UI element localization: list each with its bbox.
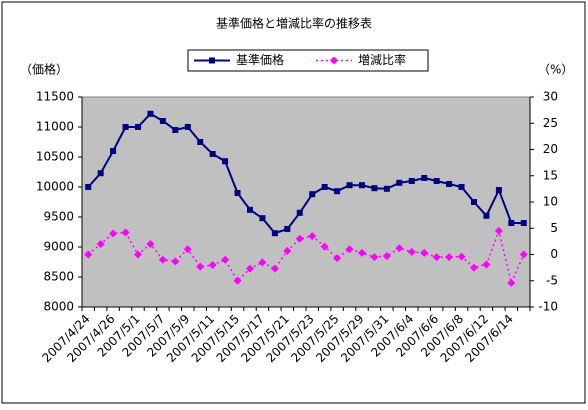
- data-point: [146, 240, 155, 248]
- data-point: [308, 232, 317, 241]
- data-point: [408, 178, 415, 184]
- y-tick-label: 10500: [36, 150, 74, 164]
- data-point: [320, 242, 329, 251]
- data-point: [271, 230, 278, 237]
- y-tick-label: 8000: [43, 300, 74, 314]
- y2-tick-label: 15: [543, 168, 558, 182]
- y-axis-label: （価格）: [20, 62, 68, 77]
- data-point: [445, 253, 454, 262]
- y2-tick-label: 25: [543, 116, 558, 130]
- y2-tick-label: -5: [546, 273, 558, 287]
- data-point: [494, 226, 503, 235]
- y-tick-label: 11000: [36, 120, 74, 134]
- data-point: [471, 199, 477, 205]
- data-point: [309, 191, 316, 198]
- y-tick-label: 10000: [36, 180, 74, 194]
- y-tick-label: 8500: [43, 270, 74, 284]
- data-point: [147, 110, 154, 117]
- data-point: [284, 226, 291, 232]
- data-point: [334, 188, 341, 195]
- data-point: [172, 127, 179, 133]
- data-point: [446, 181, 453, 187]
- data-point: [196, 262, 205, 271]
- data-point: [519, 250, 528, 259]
- data-point: [84, 250, 93, 259]
- data-point: [158, 255, 167, 264]
- data-point: [121, 228, 130, 237]
- data-point: [345, 245, 354, 254]
- data-point: [97, 170, 104, 177]
- data-point: [259, 215, 266, 222]
- data-point: [134, 250, 142, 259]
- data-point: [321, 184, 328, 190]
- legend-label: 増減比率: [358, 52, 406, 67]
- data-point: [483, 212, 490, 219]
- legend-marker: [330, 56, 338, 65]
- data-point: [233, 276, 242, 285]
- data-point: [371, 185, 378, 192]
- data-point: [110, 148, 117, 154]
- data-point: [159, 118, 166, 124]
- data-point: [85, 184, 92, 190]
- data-point: [396, 179, 403, 186]
- y2-tick-label: 20: [543, 142, 558, 156]
- data-point: [171, 257, 180, 266]
- data-point: [358, 248, 366, 257]
- data-point: [296, 209, 303, 216]
- data-point: [209, 151, 216, 157]
- data-point: [283, 246, 292, 255]
- data-point: [433, 178, 440, 184]
- data-point: [470, 263, 478, 272]
- data-point: [234, 190, 241, 196]
- data-point: [247, 206, 253, 213]
- y2-tick-label: -10: [538, 300, 558, 314]
- y-tick-label: 9500: [43, 210, 74, 224]
- data-point: [197, 139, 204, 145]
- data-point: [457, 252, 466, 261]
- y-tick-label: 9000: [43, 240, 74, 254]
- data-point: [482, 260, 491, 269]
- y2-tick-label: 5: [550, 221, 558, 235]
- y2-tick-label: 10: [543, 195, 558, 209]
- data-point: [109, 229, 118, 238]
- data-point: [208, 261, 217, 269]
- data-point: [495, 187, 502, 193]
- data-point: [421, 175, 428, 181]
- data-point: [520, 220, 527, 226]
- data-point: [258, 258, 267, 267]
- data-point: [221, 255, 230, 264]
- data-point: [184, 124, 191, 130]
- data-point: [507, 278, 516, 287]
- data-point: [508, 220, 515, 226]
- data-point: [122, 124, 129, 130]
- data-point: [135, 124, 141, 130]
- y-tick-label: 11500: [36, 90, 74, 104]
- data-point: [183, 245, 192, 254]
- data-point: [96, 240, 105, 248]
- legend-label: 基準価格: [236, 52, 284, 67]
- chart-title: 基準価格と増減比率の推移表: [216, 16, 372, 31]
- data-point: [222, 158, 229, 165]
- data-point: [295, 234, 304, 243]
- data-point: [395, 244, 404, 253]
- legend-box: [187, 49, 429, 72]
- y2-axis-label: （%）: [538, 63, 573, 77]
- data-point: [346, 182, 353, 189]
- data-point: [246, 264, 254, 273]
- data-point: [458, 184, 465, 190]
- data-point: [383, 185, 390, 192]
- data-point: [270, 264, 279, 273]
- data-point: [420, 248, 429, 257]
- y2-tick-label: 0: [550, 247, 558, 261]
- legend-marker: [209, 57, 215, 64]
- y2-tick-label: 30: [543, 90, 558, 104]
- data-point: [407, 247, 416, 256]
- data-point: [432, 253, 441, 262]
- data-point: [370, 253, 379, 262]
- data-point: [359, 182, 365, 189]
- data-point: [382, 252, 391, 261]
- data-point: [333, 254, 342, 263]
